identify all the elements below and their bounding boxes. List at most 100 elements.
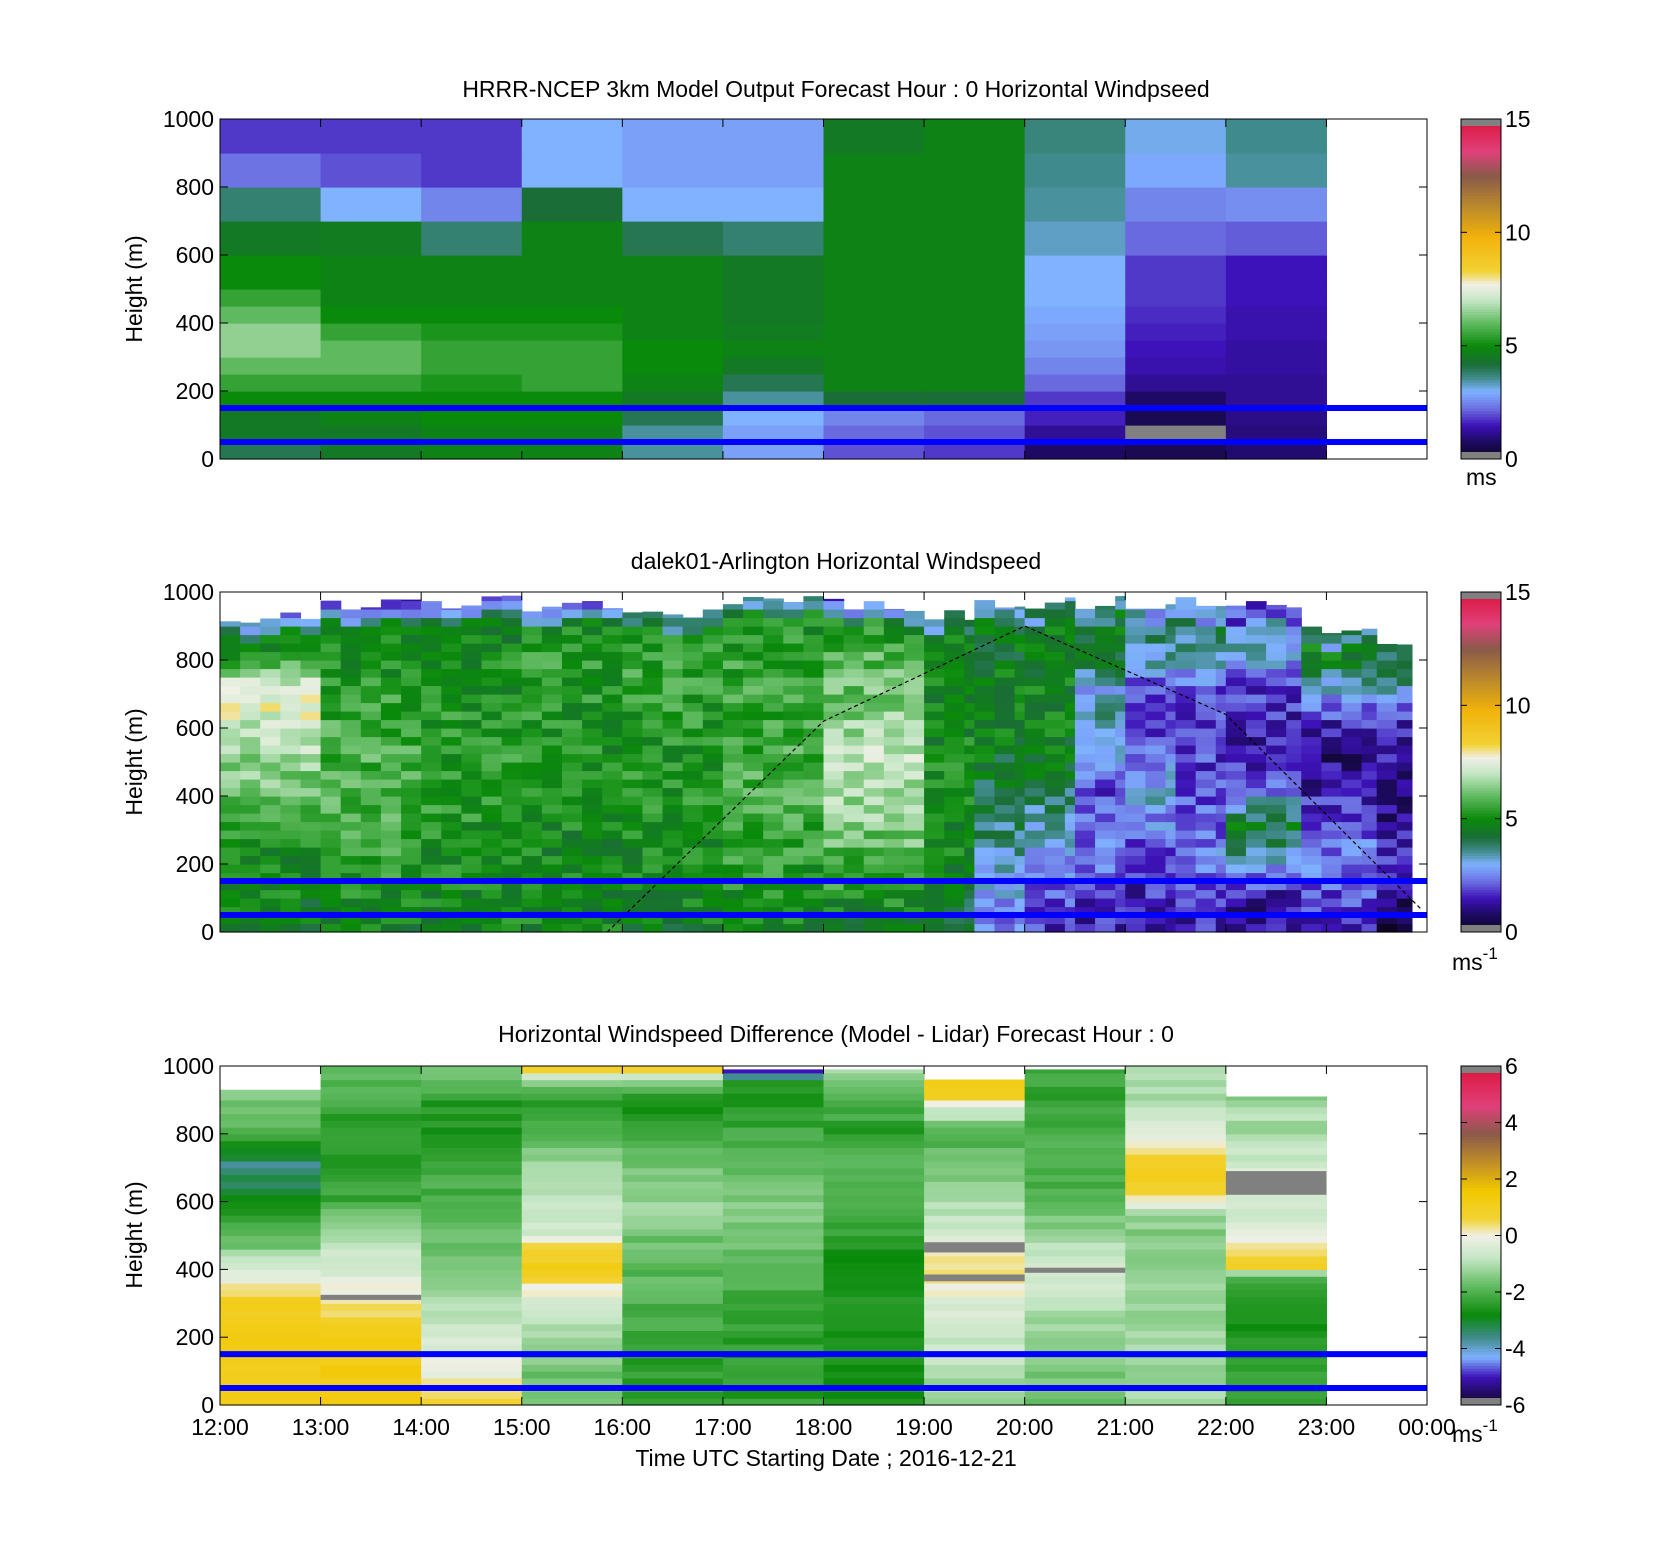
y-tick-label: 0	[201, 1392, 214, 1418]
heatmap-cell	[280, 753, 302, 763]
heatmap-cell	[924, 804, 945, 814]
colorbar-segment	[1461, 915, 1501, 919]
heatmap-cell	[924, 1093, 1026, 1101]
heatmap-cell	[924, 187, 1026, 222]
colorbar-segment	[1461, 374, 1501, 378]
heatmap-cell	[220, 634, 241, 644]
heatmap-cell	[501, 872, 523, 882]
heatmap-cell	[1165, 779, 1177, 789]
colorbar-segment	[1461, 425, 1501, 429]
heatmap-cell	[441, 608, 462, 610]
heatmap-cell	[1396, 644, 1413, 653]
heatmap-cell	[1145, 694, 1167, 704]
heatmap-cell	[280, 745, 302, 755]
heatmap-cell	[743, 915, 764, 925]
heatmap-cell	[863, 898, 885, 908]
heatmap-cell	[240, 898, 261, 908]
heatmap-cell	[924, 323, 1026, 341]
heatmap-cell	[521, 1093, 623, 1101]
heatmap-cell	[320, 898, 342, 908]
heatmap-cell	[1195, 677, 1217, 687]
colorbar-segment	[1461, 657, 1501, 661]
heatmap-cell	[924, 855, 945, 865]
heatmap-cell	[622, 1282, 724, 1291]
heatmap-cell	[1014, 626, 1026, 636]
heatmap-cell	[783, 762, 804, 772]
heatmap-cell	[722, 221, 825, 256]
heatmap-cell	[823, 1194, 925, 1203]
colorbar-segment	[1461, 609, 1501, 613]
heatmap-cell	[883, 668, 905, 678]
heatmap-cell	[340, 753, 362, 763]
heatmap-cell	[1064, 787, 1076, 797]
heatmap-cell	[1125, 1357, 1227, 1365]
heatmap-cell	[240, 711, 261, 721]
colorbar-segment	[1461, 385, 1501, 389]
y-tick-label: 400	[176, 783, 214, 809]
heatmap-cell	[1195, 651, 1217, 661]
colorbar-segment	[1461, 699, 1501, 703]
heatmap-cell	[240, 864, 261, 874]
heatmap-cell	[743, 906, 764, 916]
heatmap-cell	[300, 830, 322, 840]
heatmap-cell	[924, 1079, 1026, 1087]
heatmap-cell	[1341, 821, 1363, 831]
heatmap-cell	[1225, 745, 1247, 755]
y-tick-label: 200	[176, 851, 214, 877]
colorbar-segment	[1461, 340, 1501, 344]
heatmap-cell	[702, 685, 724, 695]
heatmap-cell	[300, 796, 322, 806]
heatmap-cell	[622, 1160, 724, 1169]
heatmap-cell	[1215, 762, 1227, 772]
heatmap-cell	[1225, 821, 1247, 831]
heatmap-cell	[722, 864, 744, 874]
heatmap-cell	[924, 770, 945, 780]
heatmap-cell	[823, 1391, 925, 1399]
heatmap-cell	[1165, 864, 1177, 874]
heatmap-cell	[823, 1296, 925, 1304]
heatmap-cell	[964, 779, 975, 789]
heatmap-cell	[1024, 1215, 1126, 1223]
heatmap-cell	[481, 779, 503, 789]
heatmap-cell	[1286, 898, 1302, 908]
heatmap-cell	[1024, 617, 1046, 627]
heatmap-cell	[220, 391, 322, 409]
heatmap-cell	[964, 847, 975, 857]
heatmap-cell	[1024, 694, 1046, 704]
heatmap-cell	[421, 1208, 523, 1216]
heatmap-cell	[1125, 838, 1146, 848]
colorbar-segment	[1461, 1170, 1501, 1174]
heatmap-cell	[320, 1133, 422, 1142]
heatmap-cell	[1396, 915, 1413, 925]
heatmap-cell	[461, 889, 483, 899]
heatmap-cell	[823, 187, 925, 222]
heatmap-cell	[722, 728, 744, 738]
heatmap-cell	[622, 1066, 724, 1074]
heatmap-cell	[1125, 685, 1146, 695]
colorbar-segment	[1461, 144, 1501, 148]
heatmap-cell	[1074, 813, 1096, 823]
colorbar-missing-top	[1461, 1066, 1501, 1073]
heatmap-cell	[582, 838, 603, 848]
heatmap-cell	[622, 1377, 724, 1386]
heatmap-cell	[1195, 728, 1217, 738]
heatmap-cell	[1044, 694, 1066, 704]
heatmap-cell	[481, 694, 503, 704]
x-tick-label: 19:00	[895, 1414, 953, 1440]
heatmap-cell	[320, 1106, 422, 1115]
heatmap-cell	[1064, 821, 1076, 831]
heatmap-cell	[1321, 660, 1343, 670]
heatmap-cell	[1266, 702, 1287, 712]
heatmap-cell	[320, 1296, 422, 1304]
heatmap-cell	[1286, 906, 1302, 916]
heatmap-cell	[682, 651, 704, 661]
colorbar-frame	[1460, 591, 1502, 933]
heatmap-cell	[702, 719, 724, 729]
colorbar-segment	[1461, 303, 1501, 307]
heatmap-cell	[220, 787, 241, 797]
heatmap-cell	[974, 787, 996, 797]
heatmap-cell	[521, 1343, 623, 1352]
heatmap-cell	[1376, 677, 1398, 687]
colorbar-tick-label: 5	[1505, 333, 1518, 359]
heatmap-cell	[1225, 1337, 1328, 1345]
